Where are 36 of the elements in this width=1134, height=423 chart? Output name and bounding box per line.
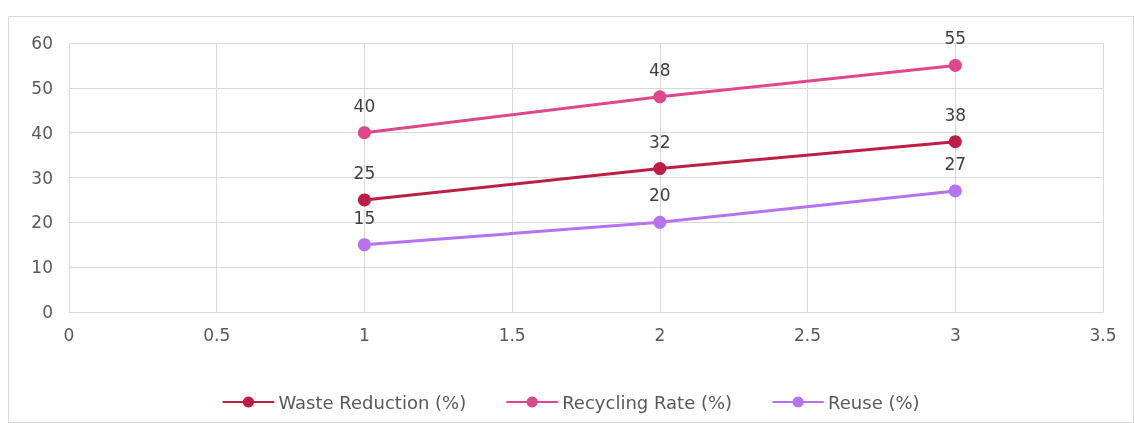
point <box>653 162 667 176</box>
point <box>948 184 962 198</box>
y-tick-label: 20 <box>31 212 53 233</box>
point <box>948 135 962 149</box>
y-tick-label: 30 <box>31 167 53 188</box>
point <box>948 58 962 72</box>
data-label: 20 <box>649 185 671 206</box>
point <box>357 193 371 207</box>
data-label: 15 <box>353 207 376 228</box>
point <box>357 126 371 140</box>
x-tick-label: 1 <box>359 324 370 345</box>
point <box>653 215 667 229</box>
legend-label: Waste Reduction (%) <box>278 391 467 413</box>
y-tick-label: 40 <box>31 122 53 143</box>
data-label: 38 <box>944 104 967 125</box>
x-tick-label: 0 <box>63 324 75 345</box>
y-tick-label: 0 <box>42 302 53 322</box>
x-tick-label: 0.5 <box>203 324 231 345</box>
y-tick-label: 50 <box>31 77 53 98</box>
legend-label: Recycling Rate (%) <box>562 391 733 413</box>
legend-label: Reuse (%) <box>828 391 920 413</box>
data-label: 55 <box>944 28 967 49</box>
data-label: 25 <box>353 162 376 183</box>
x-tick-label: 1.5 <box>498 324 526 345</box>
point <box>653 90 667 104</box>
y-tick-label: 10 <box>31 257 53 278</box>
x-tick-label: 2.5 <box>794 324 822 345</box>
data-label: 48 <box>649 59 671 80</box>
data-label: 27 <box>944 153 967 174</box>
y-tick-label: 60 <box>31 33 53 53</box>
x-tick-label: 2 <box>654 324 666 345</box>
data-label: 40 <box>353 95 376 116</box>
x-tick-label: 3 <box>949 324 961 345</box>
x-tick-label: 3.5 <box>1089 324 1117 345</box>
point <box>357 238 371 252</box>
data-label: 32 <box>649 131 671 152</box>
